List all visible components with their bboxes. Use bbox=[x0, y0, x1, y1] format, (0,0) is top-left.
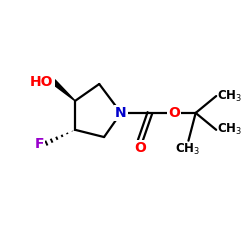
Text: N: N bbox=[115, 106, 127, 120]
Text: O: O bbox=[134, 141, 146, 155]
Text: O: O bbox=[168, 106, 180, 120]
Text: CH$_3$: CH$_3$ bbox=[175, 142, 200, 157]
Text: CH$_3$: CH$_3$ bbox=[218, 122, 242, 137]
Text: F: F bbox=[34, 137, 44, 151]
Text: CH$_3$: CH$_3$ bbox=[218, 88, 242, 104]
Polygon shape bbox=[52, 80, 75, 101]
Text: HO: HO bbox=[30, 74, 54, 88]
